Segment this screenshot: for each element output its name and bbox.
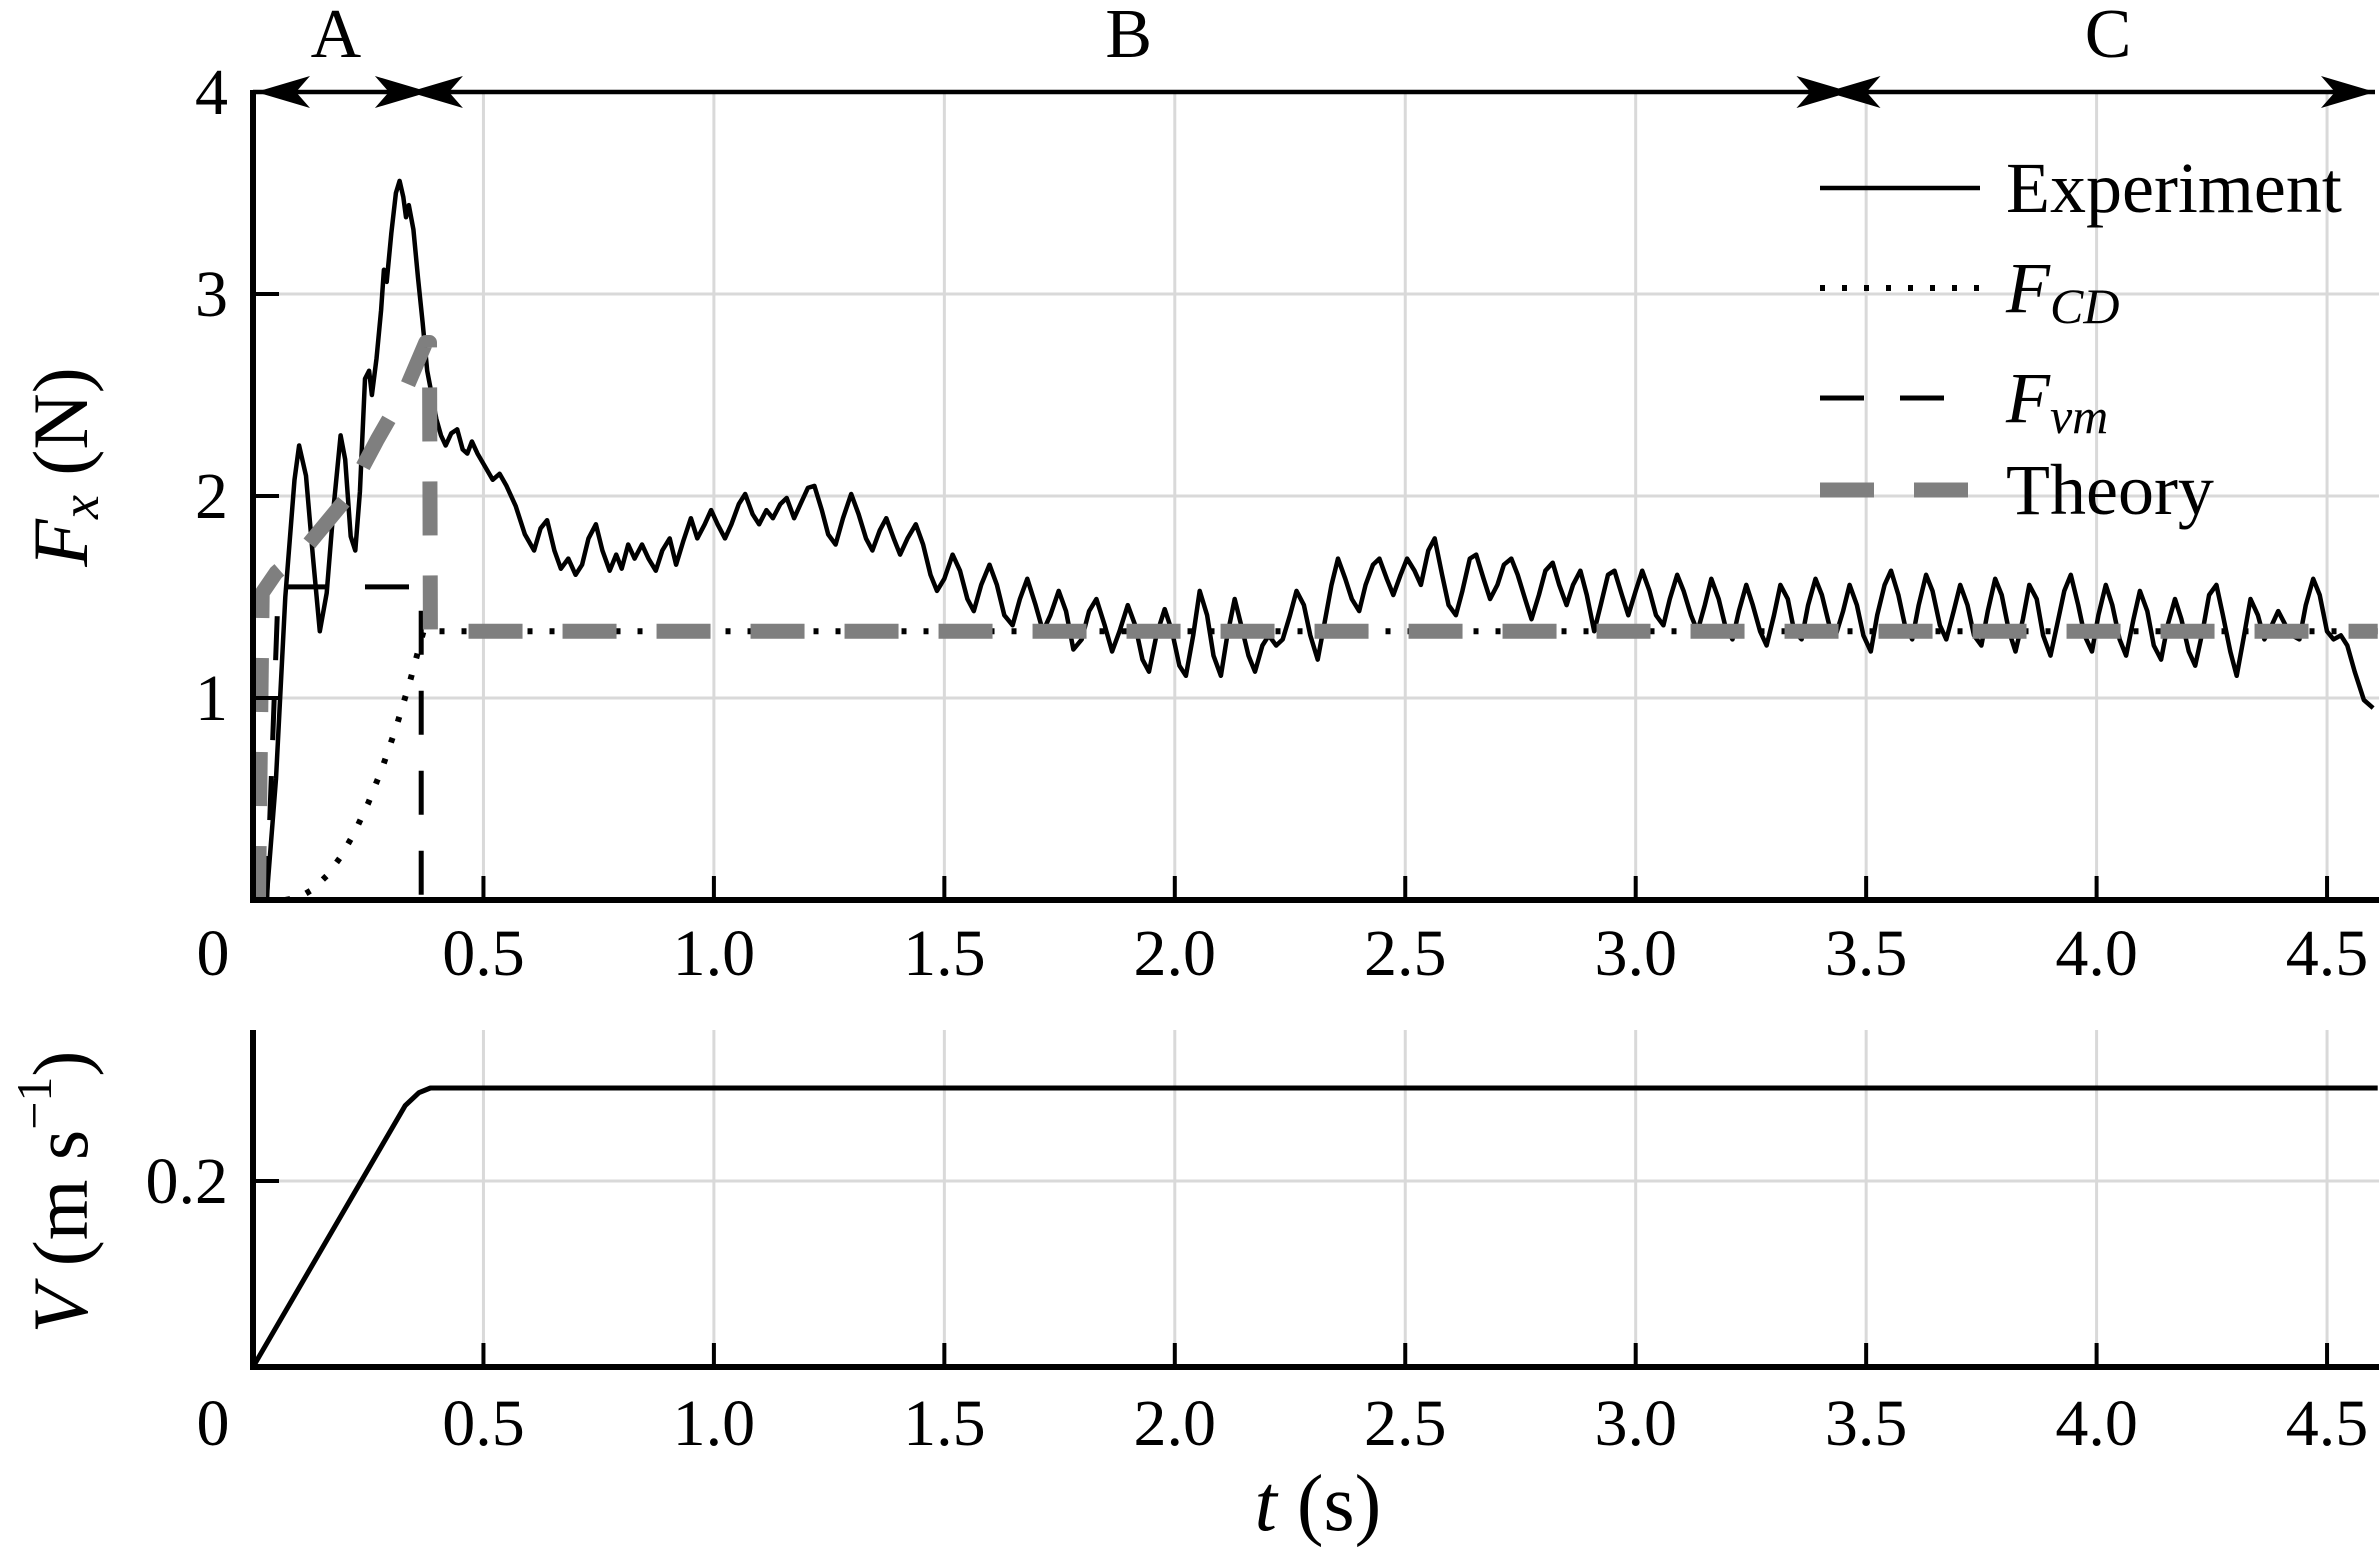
top-y-tick-label: 3 [195,258,228,331]
bottom-x-tick-label: 1.0 [673,1387,756,1460]
f-cd-line [284,628,2378,903]
arrowhead-right-C [2321,76,2375,108]
top-y-tick-label: 4 [195,56,228,129]
top-plot [251,178,2378,903]
top-x-tick-label: 3.5 [1825,917,1908,990]
region-label-C: C [2085,0,2132,73]
legend-label-2: Fvm [2005,358,2108,444]
top-x-tick-label: 3.0 [1594,917,1677,990]
region-arrows: A B C [253,0,2375,108]
bottom-x-tick-label: 3.0 [1594,1387,1677,1460]
f-vm-line [264,584,424,901]
top-x-tick-label: 1.0 [673,917,756,990]
legend-label-1: FCD [2005,248,2119,334]
top-y-tick-label: 2 [195,460,228,533]
top-x-tick-label: 2.5 [1364,917,1447,990]
top-y-tick-label: 1 [195,662,228,735]
x-axis-label: t (s) [1255,1460,1382,1548]
velocity-line [250,1085,2378,1369]
bottom-x-tick-label: 0.5 [442,1387,525,1460]
tick-labels: 0 0 0.5 0.5 1.0 1.0 1.5 1.5 2.0 2.0 2.5 2.5 3.0 3.0 3.… [146,56,2369,1460]
bottom-x-tick-label: 0 [197,1387,230,1460]
bottom-x-tick-label: 2.5 [1364,1387,1447,1460]
bottom-y-axis-label: V (m s−1) [6,1051,104,1334]
region-label-B: B [1105,0,1152,73]
bottom-y-tick-label: 0.2 [146,1145,229,1218]
bottom-x-tick-label: 1.5 [903,1387,986,1460]
arrowhead-right-A [374,76,429,108]
top-x-tick-label: 4.0 [2055,917,2138,990]
theory-line [251,335,2378,901]
bottom-x-tick-label: 3.5 [1825,1387,1908,1460]
top-y-axis-label: Fx (N) [17,367,111,567]
top-x-tick-label: 1.5 [903,917,986,990]
arrowhead-left-B [408,76,463,108]
top-x-tick-label: 4.5 [2286,917,2369,990]
top-x-tick-label: 2.0 [1134,917,1217,990]
bottom-plot [250,1085,2378,1369]
axes [250,90,2379,1370]
legend-label-3: Theory [2006,450,2214,530]
axis-labels: Fx (N) V (m s−1) t (s) [6,367,1381,1548]
region-label-A: A [311,0,362,73]
bottom-x-tick-label: 2.0 [1134,1387,1217,1460]
top-x-tick-label: 0 [197,917,230,990]
arrowhead-right-B [1796,76,1851,108]
legend-label-0: Experiment [2006,148,2342,228]
arrowhead-left-C [1826,76,1881,108]
top-x-tick-label: 0.5 [442,917,525,990]
bottom-x-tick-label: 4.0 [2055,1387,2138,1460]
arrowhead-left-A [256,76,310,108]
bottom-x-tick-label: 4.5 [2286,1387,2369,1460]
